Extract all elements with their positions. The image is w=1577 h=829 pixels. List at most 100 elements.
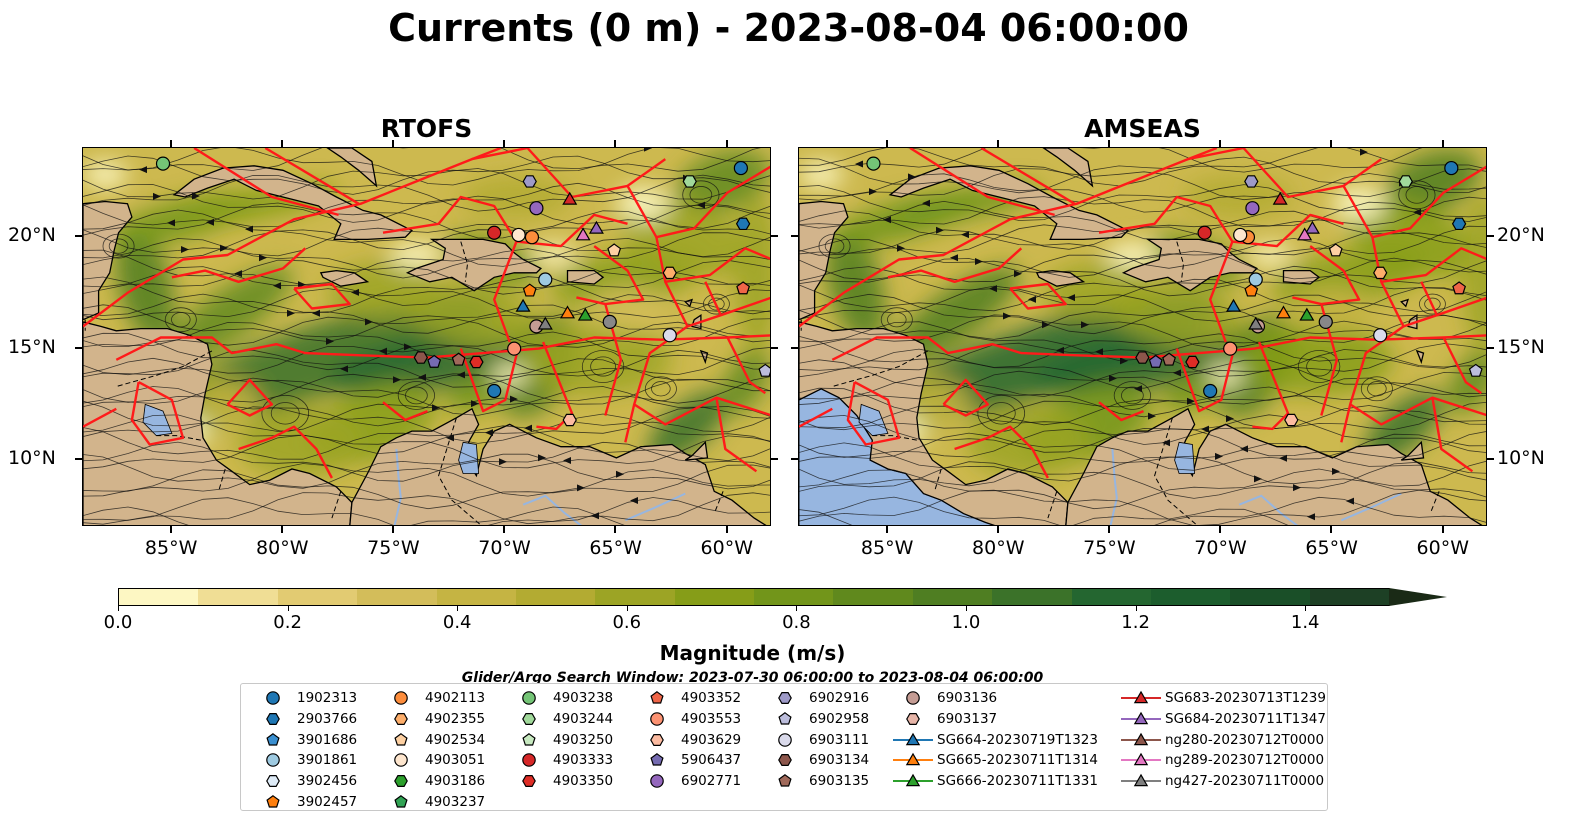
lat-tick-mark (791, 346, 798, 349)
lat-tick-mark (75, 235, 82, 238)
legend-label: 4902355 (425, 710, 486, 727)
legend-marker-hexagon-icon (522, 712, 536, 725)
lon-tick-mark (614, 140, 617, 147)
marker-1902313 (733, 160, 748, 176)
legend-label: 4903250 (553, 731, 614, 748)
lon-tick-label: 70°W (1194, 537, 1247, 559)
legend-label: 4903238 (553, 690, 614, 706)
lon-tick-mark (392, 140, 395, 147)
marker-4903051 (511, 227, 526, 243)
colorbar-tick-label: 0.6 (612, 612, 642, 633)
legend-label: 6902771 (681, 773, 742, 790)
lon-tick-mark (392, 526, 395, 533)
marker-1902313b (1203, 383, 1218, 399)
colorbar-tick-label: 1.0 (951, 612, 981, 633)
legend-marker-hexagon-icon (650, 733, 664, 746)
legend-label: 6902916 (809, 690, 870, 706)
region-boundaries (83, 148, 770, 479)
marker-ng427-20230711T0000 (537, 316, 553, 330)
legend-marker-hexagon-icon (778, 692, 792, 704)
marker-6902916 (522, 175, 537, 188)
marker-4902534 (1328, 243, 1343, 257)
legend-marker-icon (650, 753, 664, 767)
lat-tick-label: 15°N (1497, 335, 1545, 358)
legend-label: 6903134 (809, 752, 870, 769)
legend-marker-icon (522, 691, 536, 705)
lon-tick-label: 65°W (589, 537, 642, 559)
legend-marker-triangle-icon (1133, 711, 1149, 725)
lon-tick-mark (725, 140, 728, 147)
legend-marker-icon (1121, 732, 1161, 745)
lon-tick-label: 75°W (1083, 537, 1136, 559)
marker-5906437 (427, 354, 442, 368)
marker-4903350 (1185, 355, 1200, 369)
colorbar-segment (119, 589, 199, 605)
colorbar-tick-mark (457, 606, 459, 611)
marker-6903135 (451, 352, 466, 366)
lon-tick-label: 60°W (1416, 537, 1470, 559)
legend-marker-icon (1121, 753, 1161, 766)
legend-label: 3901686 (297, 731, 358, 748)
legend-marker-triangle-icon (1133, 773, 1149, 787)
legend-marker-circle-icon (650, 711, 664, 726)
marker-4903553 (1223, 341, 1238, 356)
colorbar-segment (833, 589, 913, 605)
colorbar-label: Magnitude (m/s) (659, 641, 846, 665)
legend-label: 6903136 (937, 690, 998, 706)
lat-tick-mark (791, 235, 798, 238)
legend-label: 2903766 (297, 710, 358, 727)
region-boundaries (799, 148, 1486, 479)
colorbar-tick-mark (626, 606, 628, 611)
colorbar-segment (1150, 589, 1231, 605)
legend-marker-triangle-icon (905, 753, 921, 766)
legend-marker-icon (1121, 773, 1161, 787)
legend-label: ng427-20230711T0000 (1165, 773, 1325, 790)
marker-SG684b (1318, 314, 1333, 329)
legend-marker-icon (893, 732, 933, 745)
colorbar-tick-label: 1.4 (1290, 612, 1320, 633)
colorbar-segment (992, 589, 1072, 605)
lat-tick-label: 10°N (8, 447, 56, 470)
colorbar-segment (1309, 589, 1389, 605)
marker-2903766 (1451, 217, 1467, 231)
colorbar-tick-label: 0.2 (273, 612, 302, 633)
lon-tick-mark (169, 140, 172, 147)
lat-tick-label: 15°N (8, 335, 56, 358)
lat-tick-label: 20°N (8, 224, 56, 247)
legend-marker-pentagon-icon (650, 753, 664, 767)
marker-SG684-20230711T1347 (588, 220, 604, 234)
marker-SG664-20230719T1323 (515, 298, 531, 312)
marker-4903350 (469, 355, 484, 369)
legend-marker-pentagon-icon (266, 732, 280, 746)
marker-4903352 (736, 281, 750, 295)
lat-tick-mark (1487, 346, 1494, 349)
marker-4903553 (507, 341, 522, 356)
legend-label: 4903629 (681, 731, 742, 748)
legend-marker-icon (266, 795, 280, 808)
marker-4903051 (1233, 227, 1248, 243)
legend-marker-hexagon-icon (906, 712, 920, 725)
lat-tick-label: 20°N (1497, 224, 1545, 247)
legend-label: 6902958 (809, 710, 870, 727)
legend-marker-pentagon-icon (394, 732, 408, 746)
legend-marker-icon (778, 692, 792, 704)
marker-3901861 (1248, 272, 1263, 287)
marker-4903333 (1197, 225, 1212, 240)
search-window-caption: Glider/Argo Search Window: 2023-07-30 06… (461, 670, 1044, 684)
legend-label: 3902457 (297, 794, 358, 810)
lon-tick-mark (1330, 140, 1333, 147)
colorbar-tick-mark (966, 606, 967, 611)
legend-label: SG664-20230719T1323 (937, 731, 1098, 748)
marker-6903111 (662, 328, 677, 343)
legend-label: 4903350 (553, 773, 614, 790)
colorbar-tick-label: 0.4 (442, 612, 472, 633)
legend-marker-icon (778, 732, 792, 747)
legend-marker-triangle-icon (1133, 753, 1149, 766)
panel-title-rtofs: RTOFS (380, 114, 473, 143)
legend-marker-icon (266, 691, 280, 705)
legend-label: ng289-20230712T0000 (1165, 752, 1325, 769)
marker-4903352 (1452, 281, 1466, 295)
legend-marker-icon (1121, 690, 1161, 704)
float-glider-markers (155, 156, 770, 427)
marker-SG684b (602, 314, 617, 329)
